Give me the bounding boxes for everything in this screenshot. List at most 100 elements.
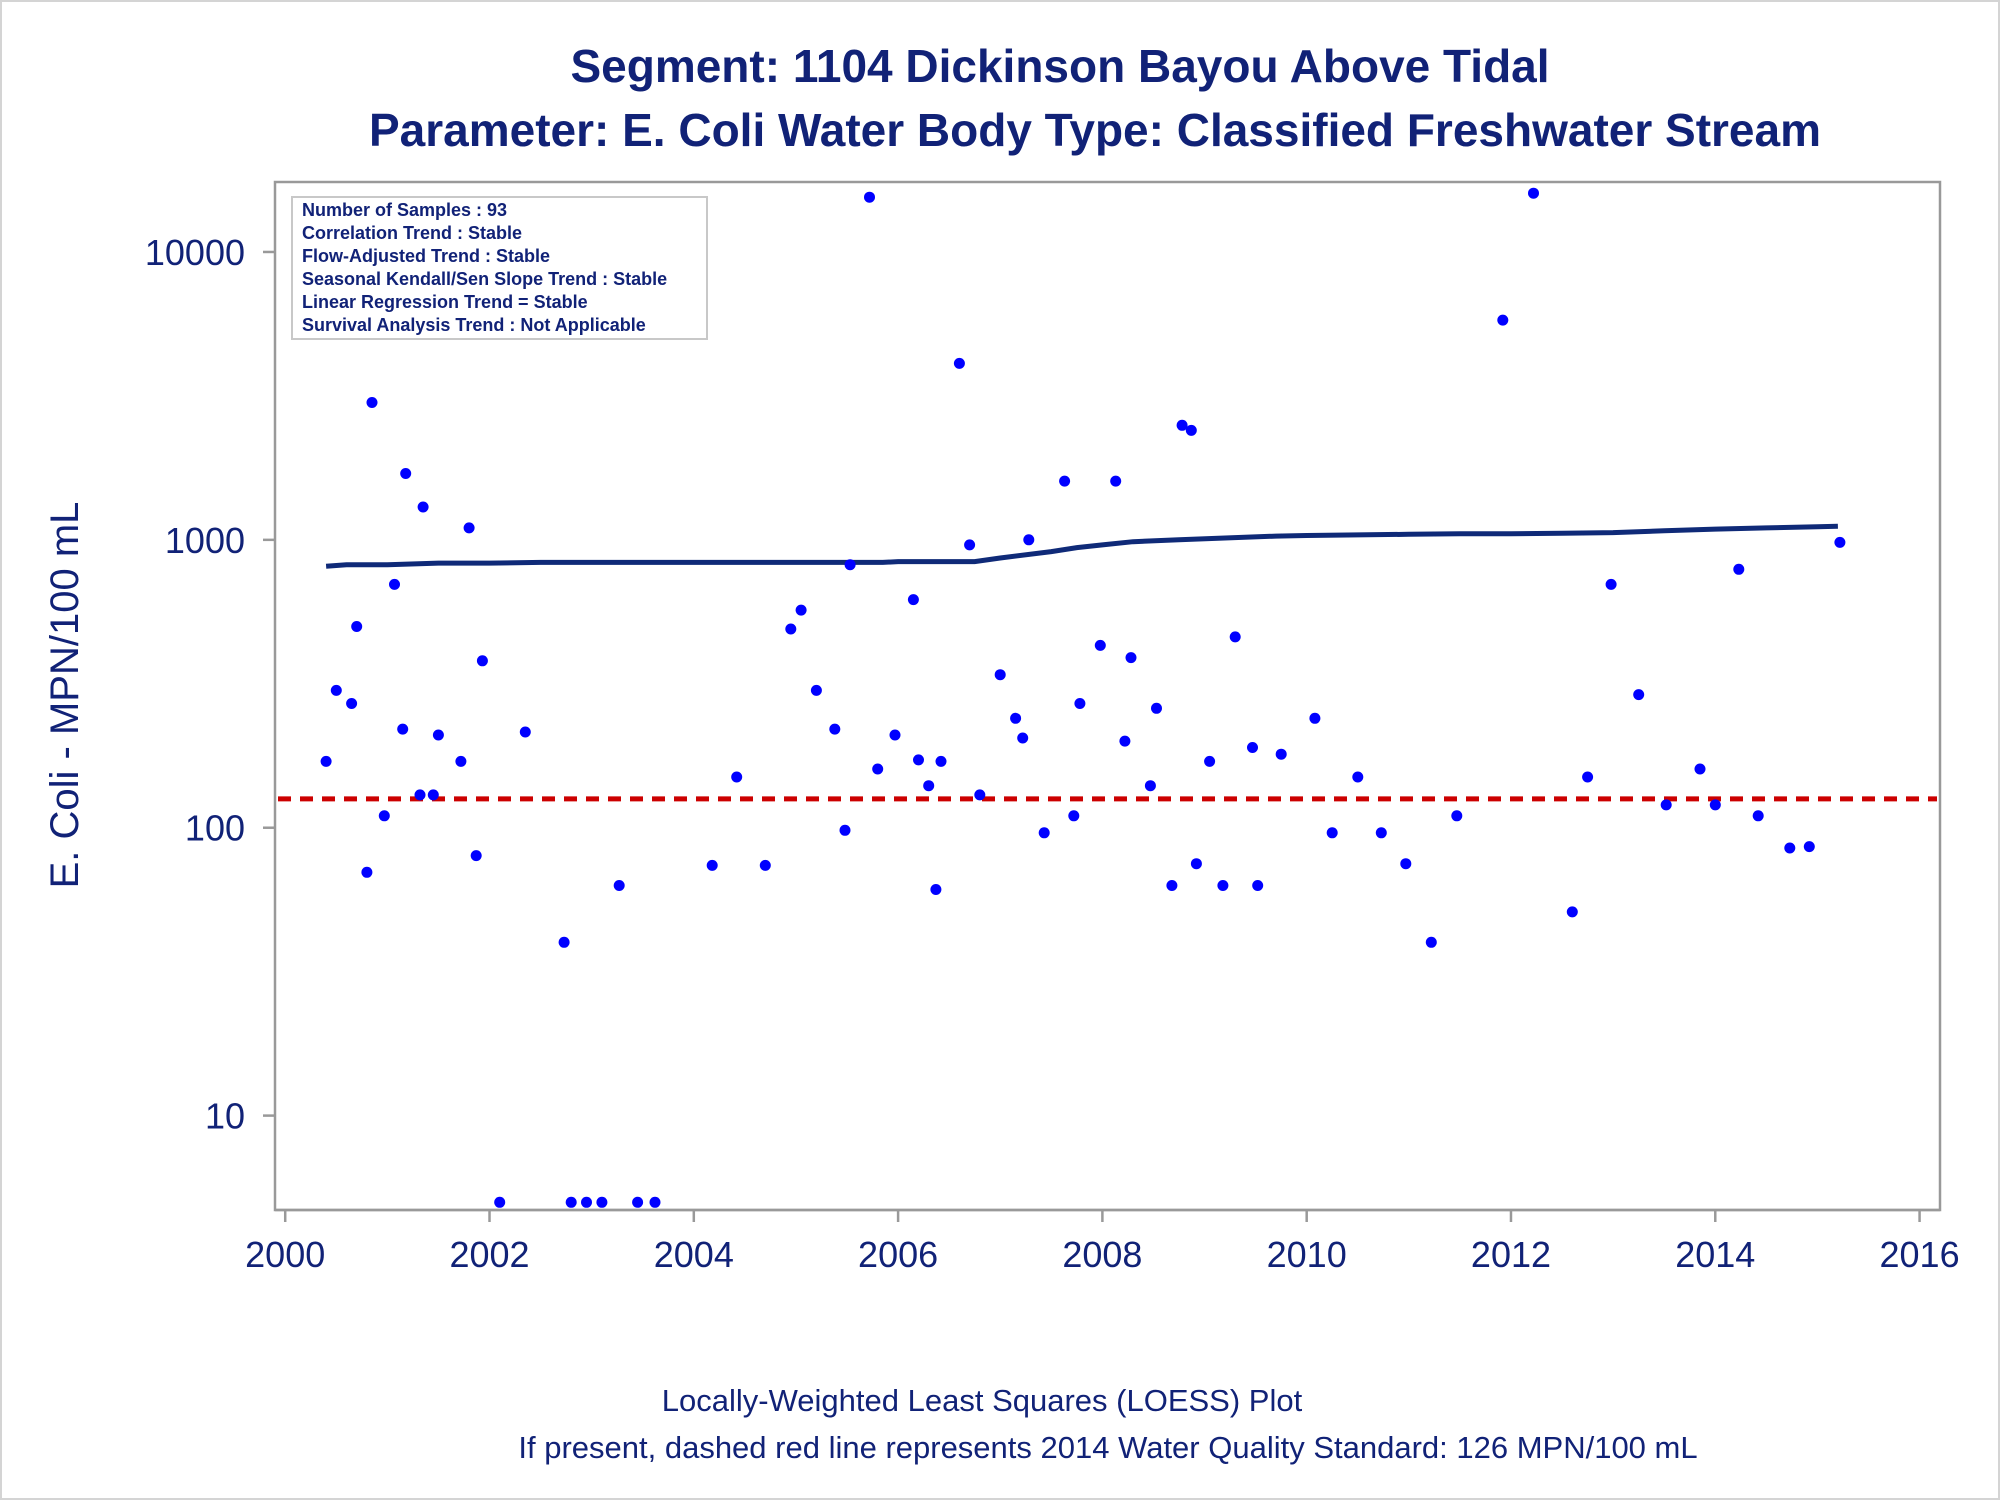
data-point xyxy=(1733,563,1745,575)
data-point xyxy=(872,763,884,775)
data-point xyxy=(1400,858,1412,870)
x-tick-label: 2010 xyxy=(1267,1234,1347,1275)
x-tick-label: 2004 xyxy=(654,1234,734,1275)
data-point xyxy=(1010,712,1022,724)
data-point xyxy=(361,866,373,878)
data-point xyxy=(397,723,409,735)
data-point xyxy=(613,880,625,891)
data-point xyxy=(1074,698,1086,709)
data-point xyxy=(596,1196,608,1208)
data-point xyxy=(1068,810,1080,822)
data-point xyxy=(1094,639,1106,651)
data-points xyxy=(320,187,1846,1208)
data-point xyxy=(1144,780,1156,792)
data-point xyxy=(1605,578,1617,590)
data-point xyxy=(565,1196,577,1208)
data-point xyxy=(994,669,1006,681)
x-tick-label: 2014 xyxy=(1675,1234,1755,1275)
data-point xyxy=(427,789,439,801)
chart-subtitle: Parameter: E. Coli Water Body Type: Clas… xyxy=(369,104,1821,156)
data-point xyxy=(351,621,363,632)
stats-box: Number of Samples : 93 Correlation Trend… xyxy=(291,196,708,340)
data-point xyxy=(930,884,942,895)
data-point xyxy=(1185,424,1197,436)
data-point xyxy=(839,824,851,836)
data-point xyxy=(346,698,358,709)
x-tick-label: 2016 xyxy=(1880,1234,1960,1275)
data-point xyxy=(1309,712,1321,724)
data-point xyxy=(1803,841,1815,853)
y-tick-label: 10 xyxy=(205,1096,245,1137)
data-point xyxy=(1204,755,1216,767)
data-point xyxy=(1059,475,1071,487)
data-point xyxy=(759,859,771,871)
data-point xyxy=(1023,534,1035,546)
data-point xyxy=(1375,827,1387,839)
data-point xyxy=(706,859,718,871)
data-point xyxy=(1660,799,1672,811)
data-point xyxy=(378,810,390,822)
data-point xyxy=(864,191,875,203)
data-point xyxy=(1694,763,1706,775)
stat-line: Survival Analysis Trend : Not Applicable xyxy=(302,315,646,335)
data-point xyxy=(417,501,429,513)
x-tick-label: 2002 xyxy=(449,1234,529,1275)
x-tick-label: 2008 xyxy=(1062,1234,1142,1275)
data-point xyxy=(1038,827,1050,839)
y-tick-label: 10000 xyxy=(145,232,245,273)
data-point xyxy=(1275,748,1287,760)
data-point xyxy=(455,755,467,767)
chart-title: Segment: 1104 Dickinson Bayou Above Tida… xyxy=(570,40,1549,92)
data-point xyxy=(1229,631,1241,643)
data-point xyxy=(974,789,986,801)
y-tick-label: 100 xyxy=(185,808,245,849)
data-point xyxy=(731,771,743,783)
data-point xyxy=(889,729,901,741)
data-point xyxy=(463,522,475,534)
data-point xyxy=(366,397,378,408)
data-point xyxy=(810,684,822,696)
y-axis: 10 100 1000 10000 xyxy=(145,232,275,1137)
data-point xyxy=(1497,314,1509,326)
data-point xyxy=(1326,827,1338,839)
data-point xyxy=(964,539,976,551)
data-point xyxy=(1784,842,1796,854)
data-point xyxy=(935,755,947,767)
data-point xyxy=(476,655,488,667)
data-point xyxy=(795,604,807,616)
data-point xyxy=(1451,810,1463,822)
data-point xyxy=(923,780,935,792)
data-point xyxy=(558,936,570,948)
data-point xyxy=(1252,880,1264,891)
x-tick-label: 2000 xyxy=(245,1234,325,1275)
data-point xyxy=(844,559,856,571)
data-point xyxy=(785,623,797,635)
data-point xyxy=(1752,810,1764,822)
data-point xyxy=(389,578,400,590)
data-point xyxy=(1566,906,1578,918)
data-point xyxy=(494,1196,506,1208)
data-point xyxy=(470,850,482,862)
data-point xyxy=(913,754,924,766)
x-tick-label: 2006 xyxy=(858,1234,938,1275)
data-point xyxy=(1352,771,1364,783)
data-point xyxy=(649,1196,661,1208)
data-point xyxy=(330,684,342,696)
data-point xyxy=(1190,858,1202,870)
data-point xyxy=(1709,799,1721,811)
stat-line: Number of Samples : 93 xyxy=(302,200,507,220)
stat-line: Linear Regression Trend = Stable xyxy=(302,292,588,312)
data-point xyxy=(1247,742,1258,753)
y-tick-label: 1000 xyxy=(165,520,245,561)
loess-line xyxy=(325,523,1838,569)
footnote-standard: If present, dashed red line represents 2… xyxy=(518,1430,1697,1465)
data-point xyxy=(829,723,841,735)
data-point xyxy=(1217,880,1229,891)
plot-area xyxy=(273,180,1942,1212)
data-point xyxy=(953,357,965,369)
data-point xyxy=(1176,419,1188,431)
data-point xyxy=(414,789,426,801)
x-tick-label: 2012 xyxy=(1471,1234,1551,1275)
data-point xyxy=(1166,880,1178,891)
